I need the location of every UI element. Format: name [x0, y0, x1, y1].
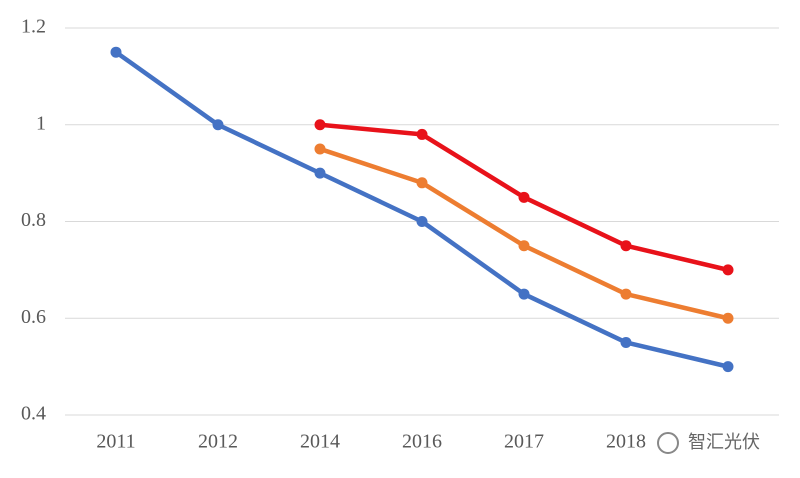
- data-point: [518, 240, 530, 252]
- watermark: 智汇光伏: [657, 432, 760, 454]
- data-point: [314, 143, 326, 155]
- data-point: [518, 288, 530, 300]
- y-tick-label: 1.2: [21, 16, 46, 38]
- x-tick-label: 2011: [96, 431, 135, 453]
- data-point: [518, 191, 530, 203]
- data-point: [620, 240, 632, 252]
- data-point: [722, 361, 734, 373]
- data-point: [722, 312, 734, 324]
- x-tick-label: 2018: [606, 431, 646, 453]
- y-tick-label: 0.6: [21, 306, 46, 328]
- data-point: [620, 336, 632, 348]
- watermark-text: 智汇光伏: [688, 432, 760, 453]
- y-tick-label: 0.4: [21, 403, 46, 425]
- data-point: [416, 177, 428, 189]
- data-point: [314, 167, 326, 179]
- data-point: [416, 216, 428, 227]
- series-line: [114, 50, 729, 369]
- data-point: [416, 128, 428, 140]
- data-point: [212, 119, 224, 131]
- watermark-icon: [657, 432, 679, 454]
- data-point: [722, 264, 734, 276]
- data-point: [314, 119, 326, 131]
- y-tick-label: 0.8: [21, 209, 46, 231]
- x-tick-label: 2017: [504, 431, 544, 453]
- x-tick-label: 2016: [402, 431, 442, 453]
- x-tick-label: 2014: [300, 431, 340, 453]
- x-tick-label: 2012: [198, 431, 238, 453]
- y-tick-label: 1: [36, 112, 46, 134]
- data-point: [620, 288, 632, 300]
- data-point: [110, 46, 122, 58]
